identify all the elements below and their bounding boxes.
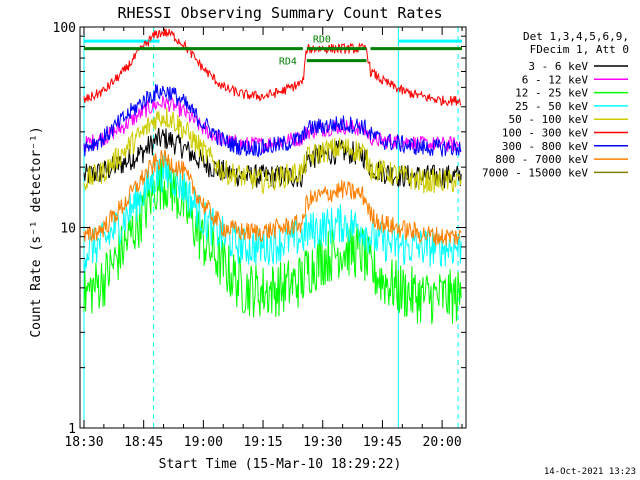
axes: RD0 RD4 18:30 18:45 19:00 19:15 19:30 19:45 20:0… [53,21,466,450]
legend-label: 300 - 800 keV [502,140,588,153]
legend-header-line-2: FDecim 1, Att 0 [530,43,629,56]
state-label-2: RD4 [279,57,297,68]
y-tick-label: 10 [60,222,76,237]
x-tick-label: 19:15 [243,435,282,450]
legend-label: 12 - 25 keV [515,87,588,100]
x-tick-label: 19:45 [363,435,402,450]
x-tick-label: 18:45 [124,435,163,450]
series-line-3 [83,152,462,272]
y-tick-label: 1 [68,422,76,437]
chart-title: RHESSI Observing Summary Count Rates [117,4,442,22]
series-line-1 [83,95,462,153]
y-axis-label: Count Rate (s⁻¹ detector⁻¹) [29,126,44,337]
footer-timestamp: 14-Oct-2021 13:23 [544,467,636,477]
legend-label: 800 - 7000 keV [495,153,588,166]
legend-label: 25 - 50 keV [515,100,588,113]
legend-label: 3 - 6 keV [528,60,588,73]
series-line-7 [83,149,462,246]
plot-area [83,27,463,428]
x-tick-label: 19:30 [303,435,342,450]
series-line-5 [83,28,462,107]
series-line-2 [83,158,462,325]
legend-label: 100 - 300 keV [502,127,588,140]
x-tick-label: 20:00 [423,435,462,450]
legend-label: 7000 - 15000 keV [482,166,588,179]
series-line-4 [83,107,462,195]
legend-header-line-1: Det 1,3,4,5,6,9, [523,30,629,43]
x-tick-label: 18:30 [64,435,103,450]
legend: Det 1,3,4,5,6,9, FDecim 1, Att 0 3 - 6 k… [482,30,629,179]
legend-label: 50 - 100 keV [509,113,589,126]
state-label-1: RD0 [313,35,331,46]
series-line-6 [83,84,462,158]
x-axis-label: Start Time (15-Mar-10 18:29:22) [159,457,402,472]
y-tick-label: 100 [53,21,76,36]
legend-label: 6 - 12 keV [522,73,589,86]
x-tick-label: 19:00 [184,435,223,450]
